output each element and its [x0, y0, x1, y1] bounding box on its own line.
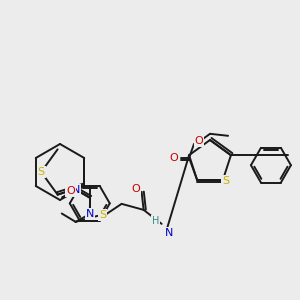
Text: O: O	[170, 153, 178, 163]
Text: N: N	[85, 209, 94, 219]
Text: N: N	[72, 184, 80, 194]
Text: O: O	[66, 186, 75, 196]
Text: S: S	[99, 210, 106, 220]
Text: H: H	[152, 216, 160, 226]
Text: O: O	[131, 184, 140, 194]
Text: O: O	[195, 136, 203, 146]
Text: S: S	[222, 176, 230, 186]
Text: N: N	[165, 228, 173, 238]
Text: S: S	[38, 167, 45, 177]
